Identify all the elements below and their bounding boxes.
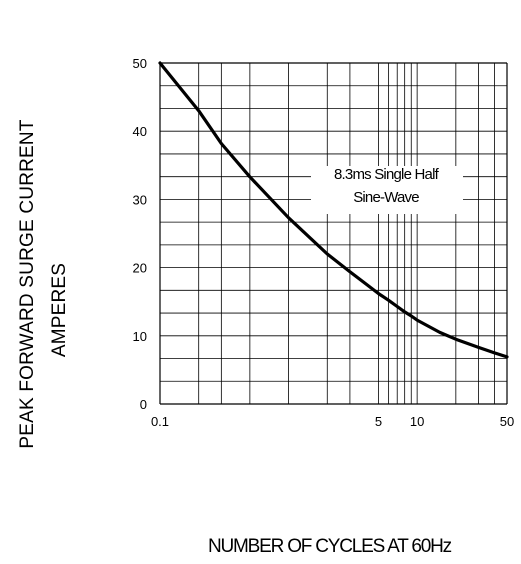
annotation-line-2: Sine-Wave bbox=[353, 189, 419, 206]
y-axis-label: PEAK FORWARD SURGE CURRENT bbox=[17, 119, 38, 449]
y-axis-label-container: PEAK FORWARD SURGE CURRENT bbox=[12, 24, 44, 544]
y-tick-label: 50 bbox=[133, 56, 147, 71]
surge-current-curve bbox=[158, 61, 509, 359]
annotation-line-1: 8.3ms Single Half bbox=[334, 166, 440, 183]
x-tick-label: 0.1 bbox=[151, 414, 169, 429]
y-tick-label: 40 bbox=[133, 124, 147, 139]
x-tick-label: 50 bbox=[500, 414, 514, 429]
y-tick-label: 30 bbox=[133, 192, 147, 207]
x-axis-label: NUMBER OF CYCLES AT 60Hz bbox=[208, 536, 452, 557]
y-axis-unit-container: AMPERES bbox=[44, 210, 76, 410]
x-tick-label: 5 bbox=[375, 414, 382, 429]
y-tick-label: 0 bbox=[140, 397, 147, 412]
annotation: 8.3ms Single Half Sine-Wave bbox=[311, 166, 463, 214]
chart-grid bbox=[159, 62, 508, 405]
x-tick-label: 10 bbox=[410, 414, 424, 429]
y-tick-label: 10 bbox=[133, 329, 147, 344]
tick-labels: 0 10 20 30 40 50 0.1 5 10 50 bbox=[133, 56, 515, 429]
y-tick-label: 20 bbox=[133, 261, 147, 276]
y-axis-unit-label: AMPERES bbox=[49, 262, 70, 358]
data-series bbox=[158, 61, 509, 359]
annotation-background bbox=[311, 166, 463, 214]
